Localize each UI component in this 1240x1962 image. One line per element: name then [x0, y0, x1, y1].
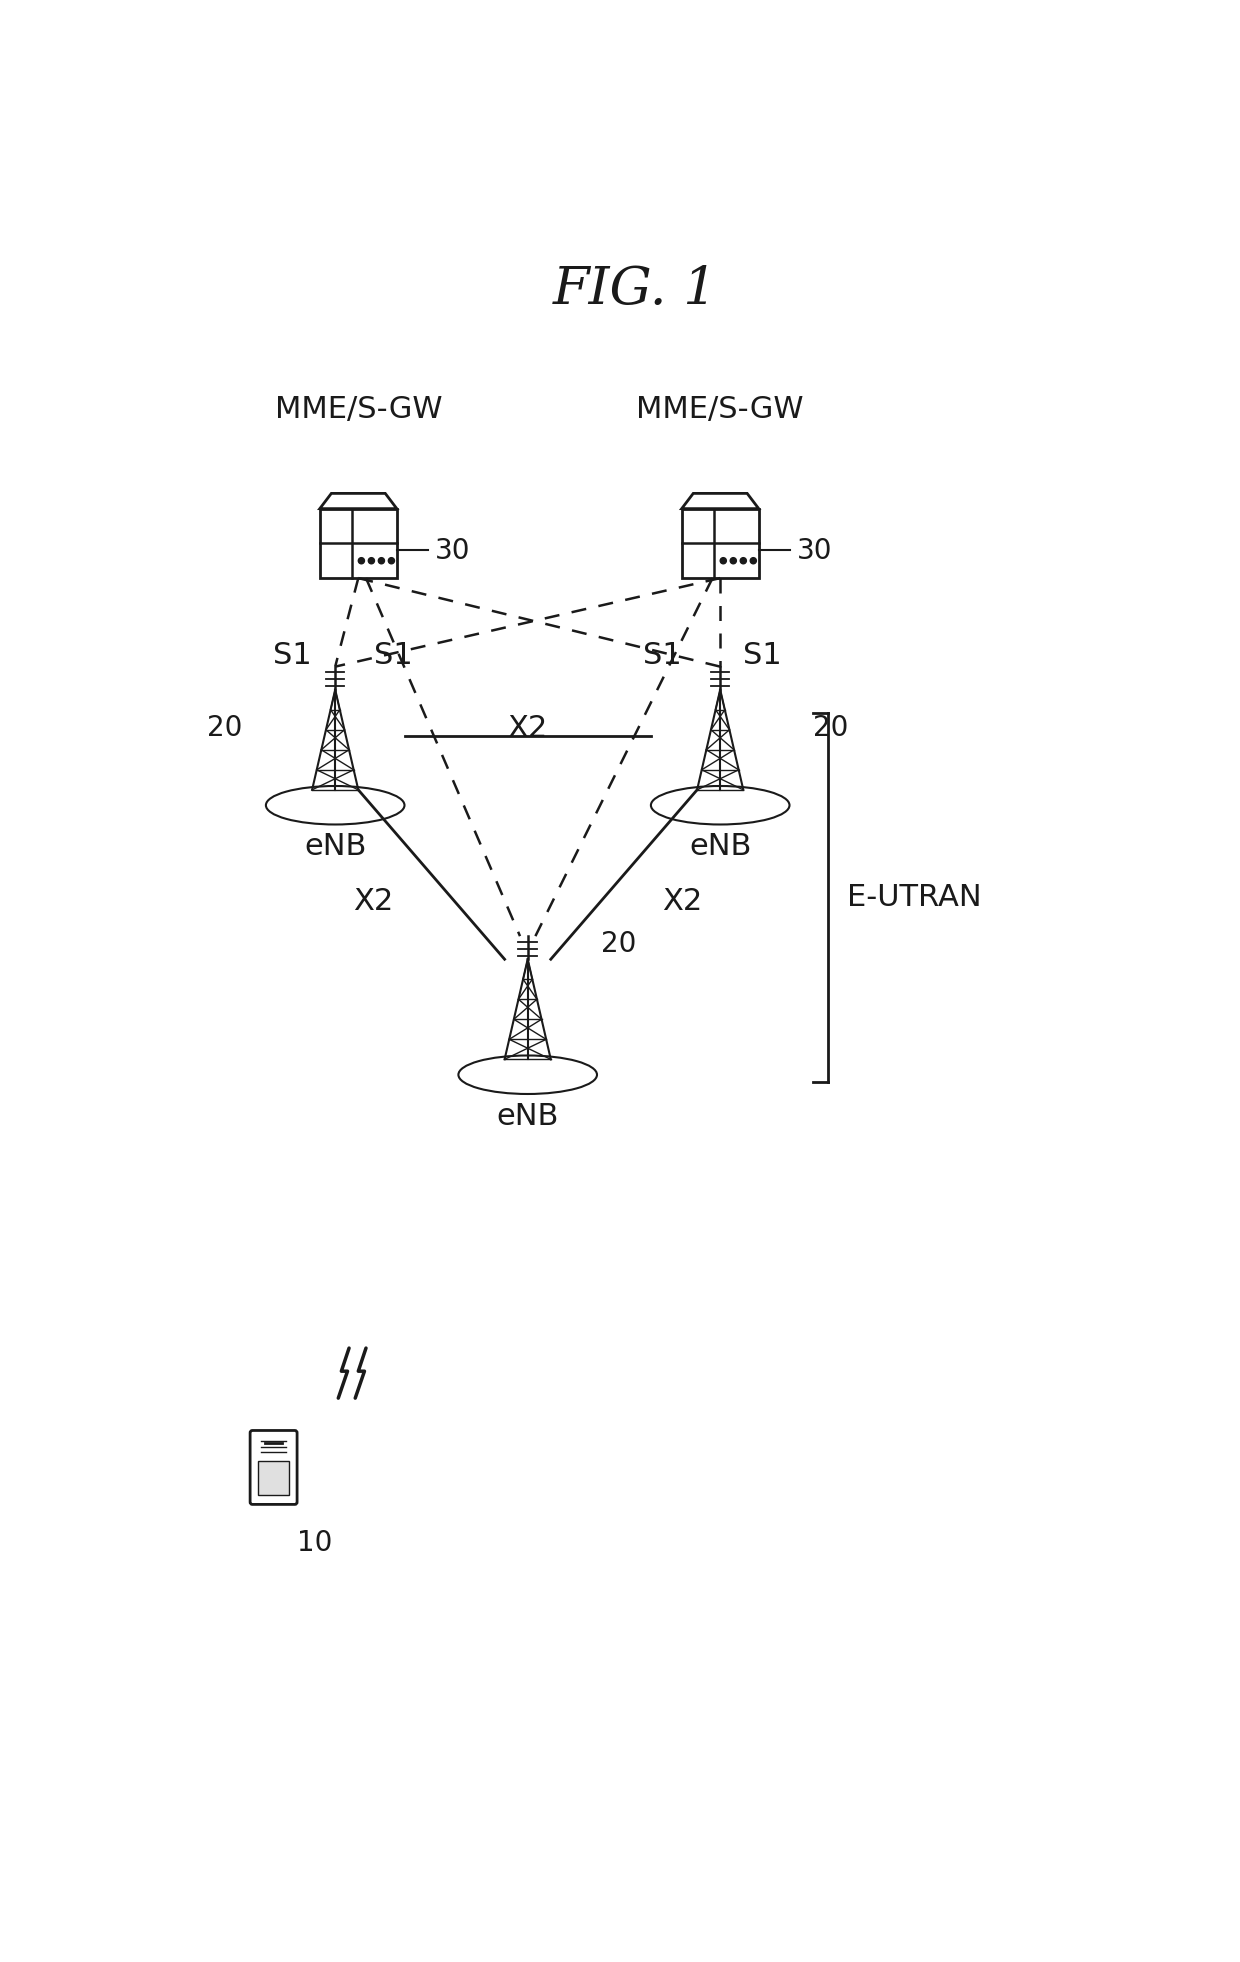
Text: MME/S-GW: MME/S-GW [636, 394, 804, 424]
Circle shape [750, 557, 756, 563]
Text: E-UTRAN: E-UTRAN [847, 883, 982, 912]
Text: S1: S1 [743, 640, 782, 669]
Text: X2: X2 [352, 887, 393, 916]
Circle shape [388, 557, 394, 563]
Circle shape [368, 557, 374, 563]
Text: MME/S-GW: MME/S-GW [274, 394, 441, 424]
Text: 10: 10 [296, 1528, 332, 1558]
Circle shape [740, 557, 746, 563]
FancyBboxPatch shape [258, 1460, 289, 1495]
Circle shape [378, 557, 384, 563]
Text: S1: S1 [644, 640, 682, 669]
Text: eNB: eNB [689, 832, 751, 861]
Text: 30: 30 [435, 538, 471, 565]
Text: 20: 20 [601, 930, 636, 957]
Text: X2: X2 [662, 887, 703, 916]
Circle shape [720, 557, 727, 563]
Text: X2: X2 [507, 714, 548, 744]
Circle shape [358, 557, 365, 563]
Text: eNB: eNB [304, 832, 366, 861]
Text: 20: 20 [812, 714, 848, 742]
Text: 20: 20 [207, 714, 243, 742]
Text: FIG. 1: FIG. 1 [553, 263, 718, 314]
Circle shape [730, 557, 737, 563]
Text: S1: S1 [373, 640, 413, 669]
Text: S1: S1 [273, 640, 312, 669]
Text: 30: 30 [797, 538, 833, 565]
Text: eNB: eNB [496, 1103, 559, 1130]
